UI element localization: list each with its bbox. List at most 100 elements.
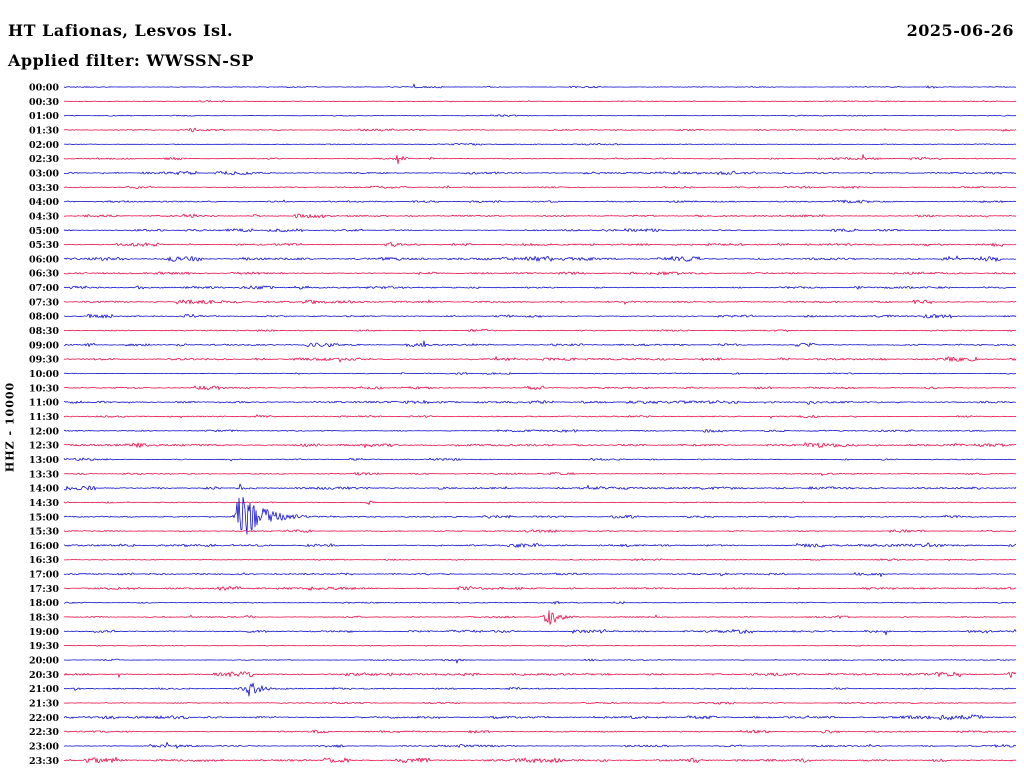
trace-row-12:00 (63, 429, 1017, 433)
trace-row-01:30 (63, 127, 1017, 133)
trace-row-10:00 (63, 372, 1017, 375)
time-label-22:00: 22:00 (29, 713, 59, 724)
time-label-11:30: 11:30 (29, 412, 59, 423)
time-label-07:00: 07:00 (29, 283, 59, 294)
trace-row-04:00 (63, 199, 1017, 204)
trace-row-08:30 (63, 328, 1017, 333)
time-label-15:00: 15:00 (29, 512, 59, 523)
trace-row-15:00 (63, 496, 1017, 535)
time-label-17:00: 17:00 (29, 570, 59, 581)
trace-row-12:30 (63, 442, 1017, 449)
time-label-16:30: 16:30 (29, 555, 59, 566)
trace-row-07:30 (63, 299, 1017, 305)
time-label-03:00: 03:00 (29, 168, 59, 179)
time-label-11:00: 11:00 (29, 398, 59, 409)
time-label-06:30: 06:30 (29, 269, 59, 280)
trace-row-11:30 (63, 414, 1017, 419)
trace-row-16:30 (63, 558, 1017, 562)
time-label-04:30: 04:30 (29, 211, 59, 222)
time-label-08:00: 08:00 (29, 312, 59, 323)
trace-row-08:00 (63, 313, 1017, 319)
time-label-12:30: 12:30 (29, 441, 59, 452)
time-label-04:00: 04:00 (29, 197, 59, 208)
time-label-14:30: 14:30 (29, 498, 59, 509)
time-label-23:00: 23:00 (29, 741, 59, 752)
time-label-16:00: 16:00 (29, 541, 59, 552)
trace-row-05:30 (63, 241, 1017, 247)
time-label-13:00: 13:00 (29, 455, 59, 466)
trace-row-03:30 (63, 185, 1017, 189)
trace-row-17:00 (63, 572, 1017, 577)
time-label-21:30: 21:30 (29, 699, 59, 710)
trace-row-16:00 (63, 542, 1017, 548)
trace-row-18:30 (63, 610, 1017, 625)
time-label-19:00: 19:00 (29, 627, 59, 638)
trace-row-21:30 (63, 701, 1017, 705)
trace-row-20:30 (63, 671, 1017, 679)
time-label-09:30: 09:30 (29, 355, 59, 366)
trace-row-19:00 (63, 628, 1017, 636)
station-title: HT Lafionas, Lesvos Isl. (8, 21, 234, 40)
time-label-14:00: 14:00 (29, 484, 59, 495)
trace-row-06:30 (63, 271, 1017, 276)
trace-row-10:30 (63, 385, 1017, 391)
time-label-12:00: 12:00 (29, 426, 59, 437)
trace-row-04:30 (63, 213, 1017, 219)
trace-row-11:00 (63, 399, 1017, 405)
time-label-13:30: 13:30 (29, 469, 59, 480)
time-label-22:30: 22:30 (29, 727, 59, 738)
trace-row-17:30 (63, 586, 1017, 591)
trace-row-03:00 (63, 170, 1017, 176)
time-label-08:30: 08:30 (29, 326, 59, 337)
time-label-02:00: 02:00 (29, 140, 59, 151)
time-label-10:00: 10:00 (29, 369, 59, 380)
trace-row-23:30 (63, 756, 1017, 764)
trace-row-00:30 (63, 100, 1017, 103)
trace-row-05:00 (63, 228, 1017, 233)
time-label-19:30: 19:30 (29, 641, 59, 652)
time-label-09:00: 09:00 (29, 340, 59, 351)
trace-row-14:00 (63, 483, 1017, 491)
time-label-06:00: 06:00 (29, 254, 59, 265)
trace-row-01:00 (63, 114, 1017, 117)
trace-row-18:00 (63, 600, 1017, 605)
time-label-10:30: 10:30 (29, 383, 59, 394)
trace-row-23:00 (63, 742, 1017, 749)
time-label-07:30: 07:30 (29, 297, 59, 308)
time-label-03:30: 03:30 (29, 183, 59, 194)
time-label-18:00: 18:00 (29, 598, 59, 609)
time-label-00:00: 00:00 (29, 83, 59, 94)
trace-row-13:30 (63, 472, 1017, 476)
filter-label: Applied filter: WWSSN-SP (8, 51, 254, 70)
time-label-00:30: 00:30 (29, 97, 59, 108)
time-label-15:30: 15:30 (29, 527, 59, 538)
trace-row-14:30 (63, 500, 1017, 505)
time-label-17:30: 17:30 (29, 584, 59, 595)
trace-row-13:00 (63, 457, 1017, 462)
trace-row-22:00 (63, 714, 1017, 721)
trace-row-02:30 (63, 154, 1017, 165)
time-label-21:00: 21:00 (29, 684, 59, 695)
time-label-23:30: 23:30 (29, 756, 59, 767)
trace-row-21:00 (63, 682, 1017, 697)
trace-row-15:30 (63, 529, 1017, 533)
time-label-05:30: 05:30 (29, 240, 59, 251)
time-label-20:30: 20:30 (29, 670, 59, 681)
trace-row-02:00 (63, 143, 1017, 146)
trace-row-00:00 (63, 83, 1017, 89)
date-label: 2025-06-26 (906, 21, 1014, 40)
trace-row-07:00 (63, 285, 1017, 290)
time-label-02:30: 02:30 (29, 154, 59, 165)
time-label-01:00: 01:00 (29, 111, 59, 122)
time-label-18:30: 18:30 (29, 613, 59, 624)
time-label-01:30: 01:30 (29, 126, 59, 137)
trace-row-06:00 (63, 255, 1017, 262)
time-label-20:00: 20:00 (29, 656, 59, 667)
trace-row-20:00 (63, 658, 1017, 664)
trace-row-09:30 (63, 356, 1017, 363)
time-label-05:00: 05:00 (29, 226, 59, 237)
trace-row-09:00 (63, 340, 1017, 348)
trace-row-22:30 (63, 729, 1017, 734)
